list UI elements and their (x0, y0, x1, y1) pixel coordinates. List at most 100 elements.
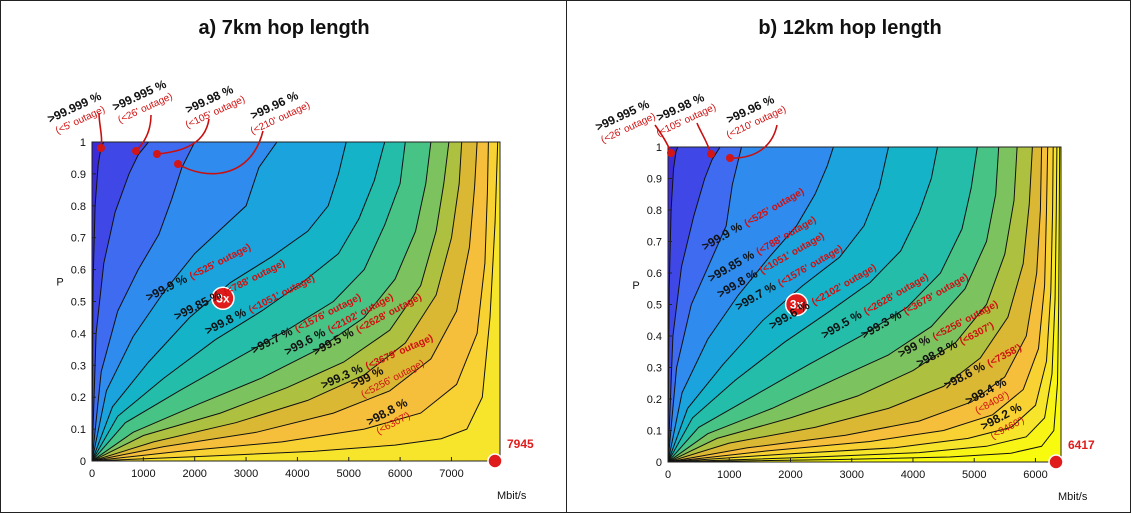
multiplier-badge (784, 292, 809, 317)
y-tick-label: 0.1 (71, 424, 86, 436)
contour-annotation: >99.995 %(<26' outage) (110, 77, 174, 126)
y-tick-label: 0.5 (647, 300, 662, 312)
contour-line (92, 142, 478, 461)
x-tick-label: 5000 (962, 469, 986, 481)
panel-a: a) 7km hop length 0 0.1 0.2 0.3 0.4 0.5 0.6 0.7 0… (0, 0, 567, 513)
contour-line (92, 142, 278, 461)
contour-line (92, 142, 463, 461)
x-tick-label: 4000 (285, 468, 309, 480)
contour-annotation: >99.995 %(<26' outage) (593, 97, 657, 146)
contour-line (668, 147, 1049, 462)
contour-line (668, 147, 1058, 462)
y-tick-label: 0.9 (71, 169, 86, 181)
plot-area (668, 147, 1061, 462)
max-rate-label: 7945 (507, 437, 534, 451)
y-tick-label: 0.7 (647, 237, 662, 249)
contour-line (668, 147, 679, 462)
panel-b: b) 12km hop length 0 0.1 0.2 0.3 0.4 0.5 0.6 0.7… (566, 0, 1131, 513)
contour-line (668, 147, 978, 462)
y-tick-label: 0.1 (647, 426, 662, 438)
y-tick-label: 1 (80, 137, 86, 149)
y-axis-label: P (632, 280, 639, 292)
y-tick-label: 0.2 (647, 394, 662, 406)
y-tick-label: 0.8 (647, 205, 662, 217)
contour-annotation: >99.96 %(<210' outage) (248, 88, 312, 137)
y-tick-label: 0 (80, 456, 86, 468)
contour-line (668, 147, 742, 462)
x-tick-label: 3000 (839, 469, 863, 481)
contour-annotation: >99.96 %(<210' outage) (724, 92, 788, 141)
y-tick-label: 0.6 (647, 268, 662, 280)
x-tick-label: 4000 (901, 469, 925, 481)
chart-a: a) 7km hop length 0 0.1 0.2 0.3 0.4 0.5 0.6 0.7 0… (45, 17, 534, 502)
chart-b: b) 12km hop length 0 0.1 0.2 0.3 0.4 0.5 0.6 0.7… (593, 17, 1095, 503)
y-tick-label: 0.6 (71, 265, 86, 277)
contour-line (668, 147, 1054, 462)
x-tick-label: 6000 (388, 468, 412, 480)
contour-line (92, 142, 406, 461)
contour-line (668, 147, 834, 462)
contour-line (668, 147, 1043, 462)
y-tick-label: 0.9 (647, 174, 662, 186)
x-axis-label: Mbit/s (497, 490, 527, 502)
x-tick-label: 6000 (1023, 469, 1047, 481)
multiplier-label: 3x (216, 291, 230, 305)
x-tick-label: 2000 (778, 469, 802, 481)
contour-annotation: >99.98 %(<105' outage) (183, 82, 247, 131)
annotation-leader (156, 118, 210, 155)
annotation-leader (177, 130, 264, 175)
y-tick-label: 0.2 (71, 392, 86, 404)
contour-band (92, 142, 195, 461)
x-tick-label: 5000 (337, 468, 361, 480)
annotation-dot (153, 150, 161, 158)
contour-line (668, 147, 1061, 462)
contour-band (668, 147, 721, 462)
contour-line (668, 147, 721, 462)
max-rate-label: 6417 (1068, 438, 1095, 452)
y-tick-label: 0.8 (71, 201, 86, 213)
plot-area (92, 142, 500, 461)
y-tick-label: 0.3 (647, 363, 662, 375)
multiplier-badge (211, 286, 235, 311)
contour-line (92, 142, 196, 461)
contour-line (92, 142, 450, 461)
contour-line (92, 142, 347, 461)
contour-line (92, 142, 432, 461)
y-tick-label: 0.5 (71, 297, 86, 309)
x-tick-label: 0 (89, 468, 95, 480)
y-tick-label: 0.3 (71, 360, 86, 372)
y-tick-label: 0.7 (71, 233, 86, 245)
y-tick-label: 0.4 (71, 328, 86, 340)
y-tick-label: 0 (656, 457, 662, 469)
max-rate-marker (1048, 454, 1064, 470)
y-tick-label: 1 (656, 142, 662, 154)
annotation-dot (726, 154, 734, 162)
x-tick-label: 1000 (717, 469, 741, 481)
contour-line (668, 147, 938, 462)
x-tick-label: 3000 (234, 468, 258, 480)
annotation-dot (707, 150, 715, 158)
contour-line (668, 147, 889, 462)
y-tick-label: 0.4 (647, 331, 662, 343)
contour-line (92, 142, 386, 461)
contour-line (668, 147, 1000, 462)
contour-line (92, 142, 489, 461)
annotation-dot (174, 160, 182, 168)
chart-title: a) 7km hop length (198, 17, 369, 39)
chart-title: b) 12km hop length (758, 17, 941, 39)
contour-line (668, 147, 1033, 462)
x-tick-label: 0 (665, 469, 671, 481)
contour-annotation: >99.999 %(<5' outage) (45, 89, 107, 137)
y-axis-label: P (56, 277, 63, 289)
contour-band (92, 142, 149, 461)
contour-line (92, 142, 149, 461)
x-tick-label: 2000 (182, 468, 206, 480)
annotation-dot (667, 149, 675, 157)
annotation-dot (97, 144, 105, 152)
x-axis-label: Mbit/s (1058, 491, 1088, 503)
max-rate-marker (487, 453, 503, 469)
annotation-dot (132, 147, 140, 155)
contour-line (92, 142, 499, 461)
contour-annotation: >99.98 %(<105' outage) (654, 90, 718, 139)
